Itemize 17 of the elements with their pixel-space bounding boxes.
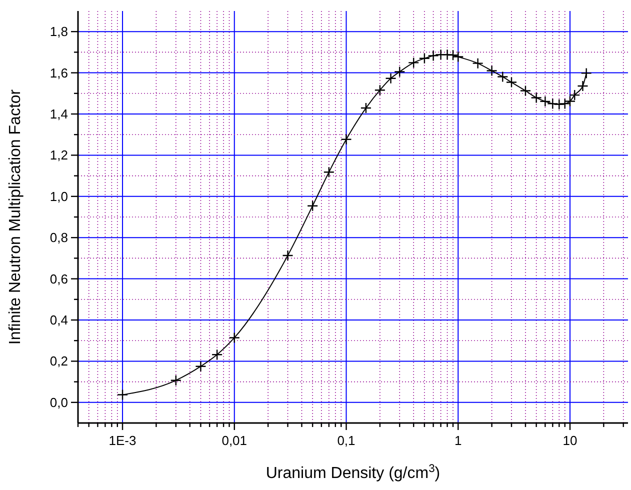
x-tick-label: 1: [454, 433, 462, 448]
y-tick-label: 0,2: [50, 354, 68, 369]
y-tick-label: 0,8: [50, 230, 68, 246]
x-tick-label: 10: [562, 433, 578, 448]
y-tick-label: 1,8: [50, 24, 68, 40]
y-tick-label: 0,6: [50, 271, 68, 286]
x-axis-title: Uranium Density (g/cm$^{3}$): [266, 463, 440, 482]
y-tick-label: 0,4: [50, 312, 68, 328]
y-tick-label: 1,0: [50, 188, 68, 204]
y-tick-label: 0,0: [50, 394, 68, 410]
x-tick-label: 1E-3: [108, 433, 136, 448]
x-tick-label: 0,01: [222, 433, 248, 448]
y-tick-label: 1,4: [50, 106, 68, 122]
y-tick-label: 1,6: [50, 65, 68, 80]
y-tick-label: 1,2: [50, 148, 68, 163]
y-axis-title: Infinite Neutron Multiplication Factor: [7, 88, 24, 345]
x-tick-label: 0,1: [337, 433, 356, 448]
